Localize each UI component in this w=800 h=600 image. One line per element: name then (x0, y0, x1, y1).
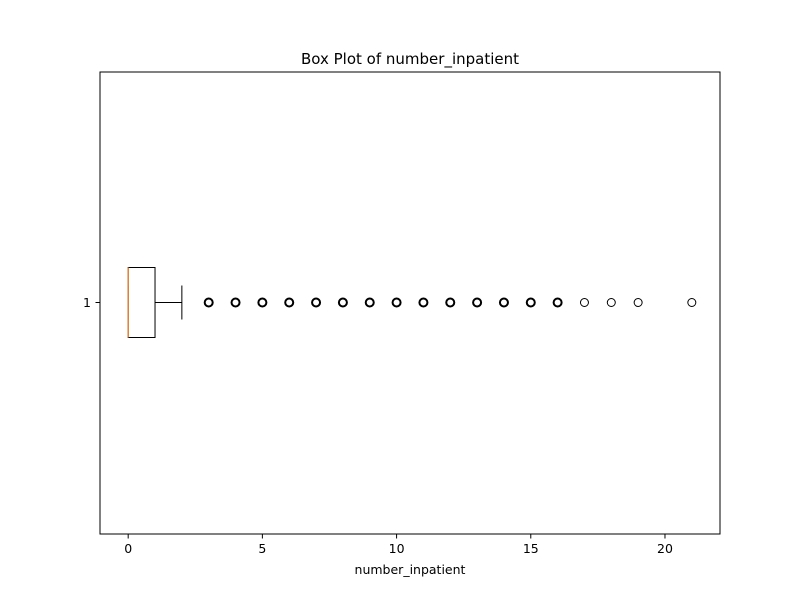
x-tick-label: 0 (124, 541, 132, 556)
outlier-point (337, 297, 348, 308)
outlier-point (445, 297, 456, 308)
outlier-point (633, 298, 643, 307)
outlier-point (418, 297, 429, 308)
outlier-point (284, 297, 295, 308)
outlier-point (498, 297, 509, 308)
outlier-point (552, 297, 563, 308)
x-tick-label: 15 (523, 541, 539, 556)
outlier-point (472, 297, 483, 308)
outlier-point (257, 297, 268, 308)
plot-marks (127, 267, 697, 338)
chart-title: Box Plot of number_inpatient (301, 50, 519, 69)
outlier-point (230, 297, 241, 308)
x-axis-label: number_inpatient (355, 562, 466, 577)
outlier-point (687, 298, 697, 307)
y-tick-label: 1 (83, 295, 91, 310)
outlier-point (579, 298, 589, 307)
outlier-point (525, 297, 536, 308)
outlier-point (311, 297, 322, 308)
x-tick-label: 10 (389, 541, 405, 556)
outlier-point (606, 298, 616, 307)
outlier-point (391, 297, 402, 308)
box-iqr (127, 267, 156, 338)
outlier-point (364, 297, 375, 308)
x-tick-label: 20 (657, 541, 673, 556)
y-axis: 1 (83, 295, 100, 310)
x-axis: 0 5 10 15 20 (124, 534, 673, 556)
x-tick-label: 5 (258, 541, 266, 556)
outlier-point (203, 297, 214, 308)
plot-frame (99, 71, 721, 535)
